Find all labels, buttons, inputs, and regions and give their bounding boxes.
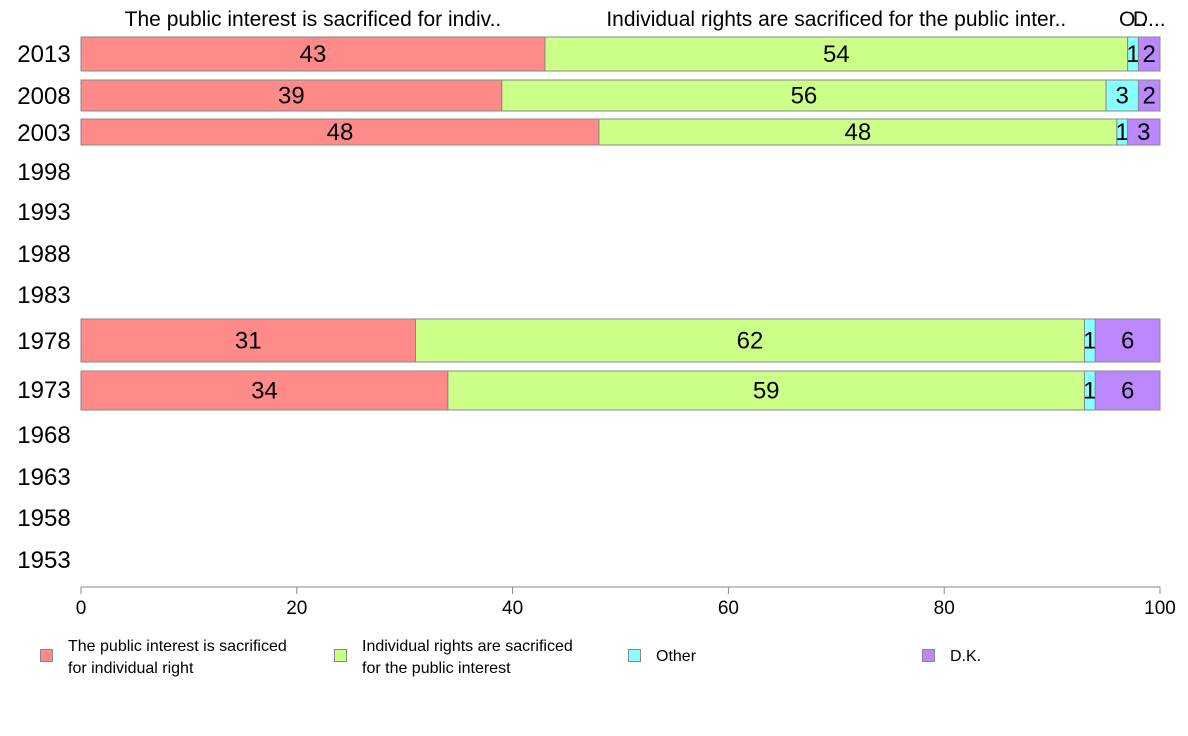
y-tick-label: 1968 xyxy=(17,422,70,449)
bar-segment xyxy=(80,118,600,146)
x-tick-label: 20 xyxy=(286,598,307,619)
bar-value-label: 43 xyxy=(300,41,327,68)
legend-item-dk: D.K. xyxy=(922,636,981,668)
legend-swatch xyxy=(628,649,641,662)
legend-label: D.K. xyxy=(950,648,982,665)
bar-segment xyxy=(1137,79,1161,112)
bar-value-label: 1 xyxy=(1083,378,1096,405)
y-tick-label: 2008 xyxy=(17,83,70,110)
bar-segment xyxy=(414,318,1085,363)
y-tick-label: 1963 xyxy=(17,464,70,491)
bar-value-label: 56 xyxy=(791,83,818,110)
y-tick-label: 1988 xyxy=(17,241,70,268)
legend-item-individual-rights-sacrificed: Individual rights are sacrificed for the… xyxy=(334,636,573,680)
bar-value-label: 59 xyxy=(753,378,780,405)
y-tick-label: 1978 xyxy=(17,328,70,355)
bar-value-label: 34 xyxy=(251,378,278,405)
legend-swatch xyxy=(334,649,347,662)
x-tick-label: 60 xyxy=(718,598,739,619)
series-header-label: D... xyxy=(1133,8,1166,31)
bar-value-label: 54 xyxy=(823,41,850,68)
bar-value-label: 1 xyxy=(1116,119,1129,146)
bar-value-label: 2 xyxy=(1143,83,1156,110)
series-header-label: Individual rights are sacrificed for the… xyxy=(606,8,1066,31)
y-tick-label: 1958 xyxy=(17,505,70,532)
legend-label: The public interest is sacrificed for in… xyxy=(68,638,287,677)
bar-segment xyxy=(1094,370,1161,411)
y-tick-label: 1983 xyxy=(17,282,70,309)
chart-legend: The public interest is sacrificed for in… xyxy=(0,636,1188,696)
y-tick-label: 1973 xyxy=(17,377,70,404)
series-header-label: The public interest is sacrificed for in… xyxy=(125,8,502,31)
x-tick-label: 40 xyxy=(502,598,523,619)
bar-value-label: 1 xyxy=(1083,328,1096,355)
bar-value-label: 39 xyxy=(278,83,305,110)
bar-segment xyxy=(1105,79,1139,112)
bar-value-label: 31 xyxy=(235,328,262,355)
bar-value-label: 3 xyxy=(1137,119,1150,146)
bar-value-label: 62 xyxy=(737,328,764,355)
bar-segment xyxy=(1094,318,1161,363)
legend-item-public-interest-sacrificed: The public interest is sacrificed for in… xyxy=(40,636,287,680)
bar-segment xyxy=(1137,36,1161,72)
legend-label: Individual rights are sacrificed for the… xyxy=(362,638,573,677)
bar-segment xyxy=(80,370,449,411)
y-tick-label: 2013 xyxy=(17,41,70,68)
bar-segment xyxy=(80,318,416,363)
legend-item-other: Other xyxy=(628,636,696,668)
bar-value-label: 6 xyxy=(1121,328,1134,355)
x-tick-label: 80 xyxy=(934,598,955,619)
y-tick-label: 1993 xyxy=(17,199,70,226)
legend-label: Other xyxy=(656,648,697,665)
stacked-bar-chart: The public interest is sacrificed for in… xyxy=(17,8,1176,619)
bar-value-label: 1 xyxy=(1126,41,1139,68)
y-tick-label: 2003 xyxy=(17,120,70,147)
bar-segment xyxy=(80,79,503,112)
bar-value-label: 48 xyxy=(845,119,872,146)
legend-swatch xyxy=(40,649,53,662)
bar-value-label: 6 xyxy=(1121,378,1134,405)
bar-value-label: 3 xyxy=(1116,83,1129,110)
series-header-label: O.. xyxy=(1119,8,1147,31)
bar-value-label: 48 xyxy=(327,119,354,146)
bar-segment xyxy=(1127,118,1161,146)
y-tick-label: 1998 xyxy=(17,159,70,186)
bar-segment xyxy=(544,36,1129,72)
y-tick-label: 1953 xyxy=(17,547,70,574)
legend-swatch xyxy=(922,649,935,662)
x-tick-label: 0 xyxy=(76,598,87,619)
bar-value-label: 2 xyxy=(1143,41,1156,68)
x-tick-label: 100 xyxy=(1144,598,1176,619)
